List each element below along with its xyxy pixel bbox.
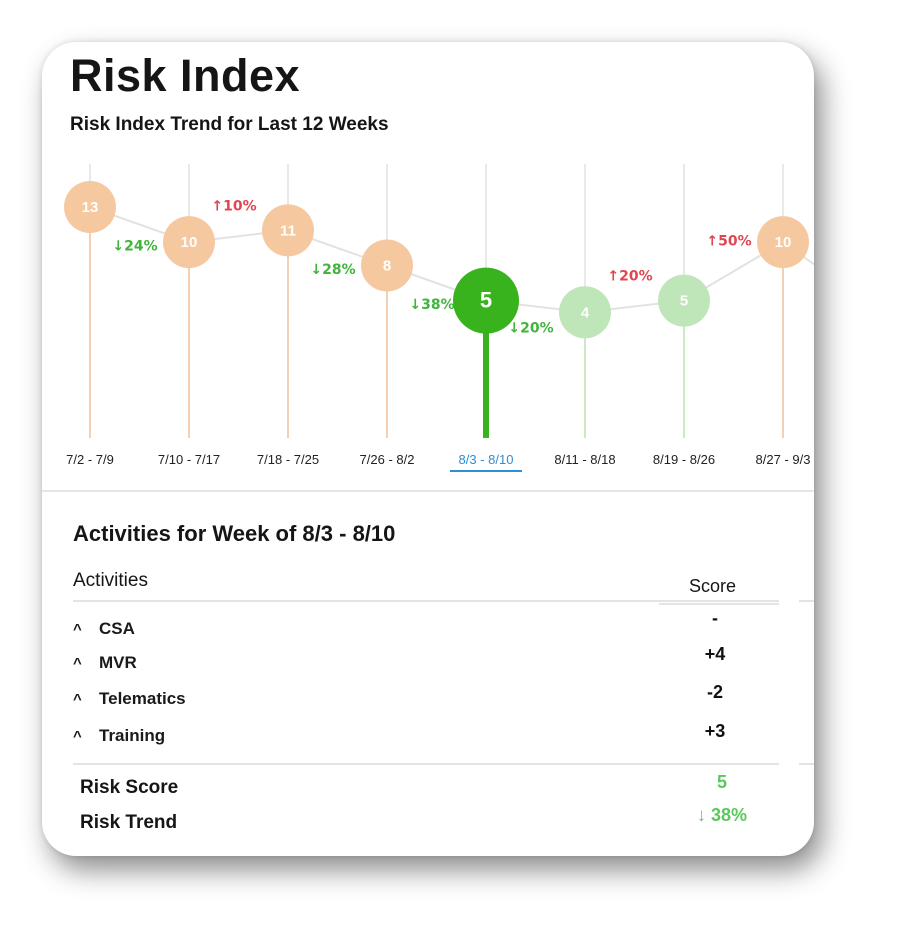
data-point xyxy=(559,286,611,339)
data-label: 11 xyxy=(280,222,296,239)
activity-label: Training xyxy=(99,726,166,745)
risk-score-value: 5 xyxy=(716,772,727,792)
data-label: 4 xyxy=(581,304,590,321)
change-label: ↓38% xyxy=(409,297,454,313)
data-point xyxy=(757,216,809,269)
chevron-up-icon[interactable]: ^ xyxy=(73,655,82,672)
activity-score-telematics: -2 xyxy=(706,682,723,702)
summary-rule-extra xyxy=(799,763,814,765)
activities-title: Activities for Week of 8/3 - 8/10 xyxy=(73,521,396,546)
change-label: ↑50% xyxy=(706,233,751,249)
page-title: Risk Index xyxy=(70,50,301,101)
activity-score-mvr: +4 xyxy=(704,644,726,664)
data-label: 5 xyxy=(680,293,688,310)
week-label: 7/18 - 7/25 xyxy=(257,452,319,467)
data-label: 13 xyxy=(82,199,99,216)
chevron-up-icon[interactable]: ^ xyxy=(73,728,82,745)
change-label: ↑20% xyxy=(607,268,652,284)
activity-row-mvr[interactable]: ^ MVR xyxy=(73,653,137,673)
activity-label: Telematics xyxy=(99,689,186,708)
change-label: ↓20% xyxy=(508,320,553,336)
risk-trend-value: ↓ 38% xyxy=(696,805,748,825)
section-divider xyxy=(42,490,814,492)
week-label: 8/11 - 8/18 xyxy=(554,452,615,467)
chart-marks: 13 7/2 - 7/9 ↓24% 10 7/10 - 7/17 ↑10% 11 7/18 -… xyxy=(64,164,814,472)
score-column-header: Score xyxy=(689,576,737,596)
change-label: ↑10% xyxy=(211,198,256,214)
activity-score-training: +3 xyxy=(704,721,726,741)
chart-subtitle: Risk Index Trend for Last 12 Weeks xyxy=(70,114,389,135)
data-label: 10 xyxy=(775,234,792,251)
week-label: 8/19 - 8/26 xyxy=(653,452,715,467)
activity-row-training[interactable]: ^ Training xyxy=(73,726,165,746)
header-rule xyxy=(73,600,779,602)
header-rule-extra xyxy=(799,600,814,602)
data-point xyxy=(361,239,413,292)
week-label: 8/3 - 8/10 xyxy=(459,452,514,467)
risk-trend-chart: 13 7/2 - 7/9 ↓24% 10 7/10 - 7/17 ↑10% 11 7/18 -… xyxy=(64,164,814,472)
activities-column-header: Activities xyxy=(73,570,148,591)
week-label: 7/26 - 8/2 xyxy=(360,452,415,467)
activity-label: MVR xyxy=(99,653,137,672)
data-point xyxy=(262,204,314,257)
activity-score-csa: - xyxy=(712,608,718,628)
summary-rule xyxy=(73,763,779,765)
score-header-rule xyxy=(659,603,779,605)
data-point xyxy=(658,274,710,327)
data-label: 8 xyxy=(383,258,391,275)
risk-index-card: Risk Index Risk Index Trend for Last 12 … xyxy=(42,42,814,856)
data-label: 10 xyxy=(181,234,198,251)
change-label: ↓24% xyxy=(112,239,157,255)
data-label: 5 xyxy=(480,288,492,313)
data-point xyxy=(163,216,215,269)
data-point xyxy=(64,181,116,233)
chevron-up-icon[interactable]: ^ xyxy=(73,691,82,708)
activity-row-telematics[interactable]: ^ Telematics xyxy=(73,689,186,709)
week-label: 7/10 - 7/17 xyxy=(158,452,220,467)
data-point xyxy=(453,267,519,334)
risk-trend-label: Risk Trend xyxy=(80,812,178,833)
risk-score-label: Risk Score xyxy=(80,777,179,798)
activity-label: CSA xyxy=(99,619,135,638)
chevron-up-icon[interactable]: ^ xyxy=(73,621,82,638)
activity-row-csa[interactable]: ^ CSA xyxy=(73,619,135,639)
week-label: 8/27 - 9/3 xyxy=(756,452,811,467)
change-label: ↓28% xyxy=(310,262,355,278)
week-label: 7/2 - 7/9 xyxy=(66,452,114,467)
